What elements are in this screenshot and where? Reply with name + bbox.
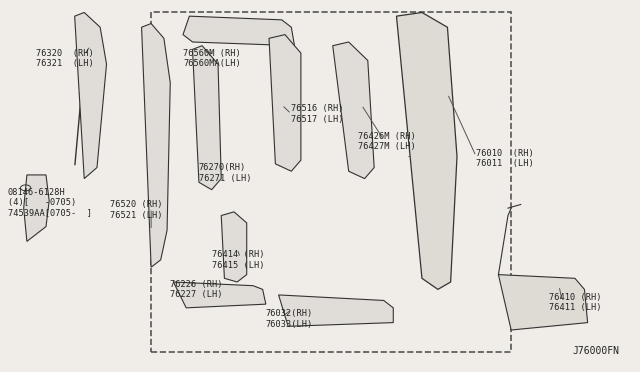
Text: 76226 (RH)
76227 (LH): 76226 (RH) 76227 (LH) [170, 280, 223, 299]
PathPatch shape [24, 175, 49, 241]
Text: 08146-6128H
(4)[   -0705)
74539AA[0705-  ]: 08146-6128H (4)[ -0705) 74539AA[0705- ] [8, 188, 92, 218]
Text: 76516 (RH)
76517 (LH): 76516 (RH) 76517 (LH) [291, 104, 344, 124]
PathPatch shape [173, 282, 266, 308]
Text: 76410 (RH)
76411 (LH): 76410 (RH) 76411 (LH) [549, 293, 602, 312]
PathPatch shape [333, 42, 374, 179]
Bar [151, 13, 511, 352]
Text: 76320  (RH)
76321  (LH): 76320 (RH) 76321 (LH) [36, 49, 94, 68]
PathPatch shape [193, 46, 221, 190]
Text: 76426M (RH)
76427M (LH): 76426M (RH) 76427M (LH) [358, 132, 416, 151]
PathPatch shape [141, 23, 170, 267]
Text: 76010  (RH)
76011  (LH): 76010 (RH) 76011 (LH) [476, 148, 534, 168]
Text: 76270(RH)
76271 (LH): 76270(RH) 76271 (LH) [199, 163, 252, 183]
PathPatch shape [221, 212, 246, 282]
PathPatch shape [499, 275, 588, 330]
PathPatch shape [75, 13, 106, 179]
PathPatch shape [396, 13, 457, 289]
Text: 76414 (RH)
76415 (LH): 76414 (RH) 76415 (LH) [212, 250, 264, 270]
PathPatch shape [183, 16, 294, 46]
PathPatch shape [278, 295, 394, 326]
PathPatch shape [269, 35, 301, 171]
Text: 76560M (RH)
76560MA(LH): 76560M (RH) 76560MA(LH) [183, 49, 241, 68]
Text: 76520 (RH)
76521 (LH): 76520 (RH) 76521 (LH) [109, 200, 162, 220]
Text: 76032(RH)
76033(LH): 76032(RH) 76033(LH) [266, 309, 313, 328]
Text: J76000FN: J76000FN [573, 346, 620, 356]
